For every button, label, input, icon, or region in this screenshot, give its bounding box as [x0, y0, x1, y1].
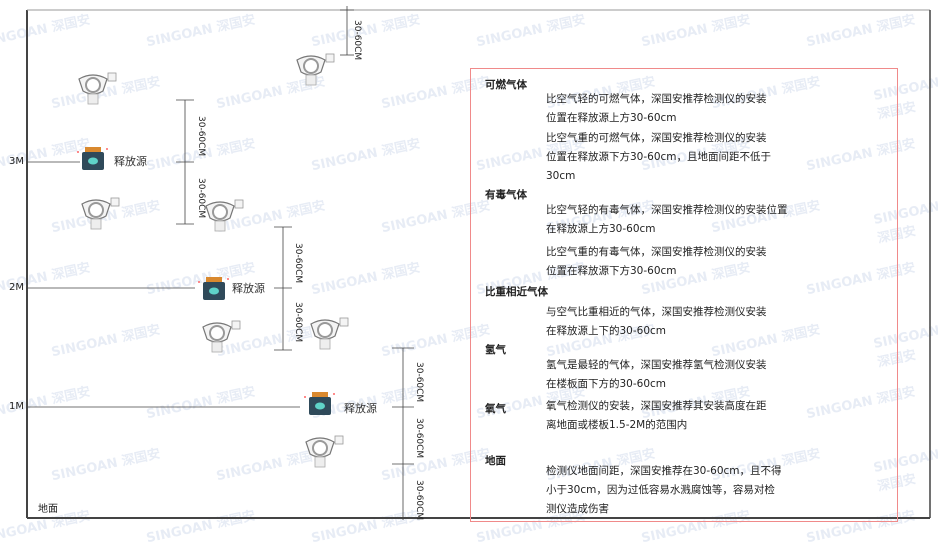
dimension-label: 30-60CM: [414, 418, 424, 459]
gas-detector-icon: [305, 435, 344, 468]
gas-detector-icon: [205, 199, 244, 232]
dimension-label: 30-60CM: [414, 362, 424, 403]
section-title: 比重相近气体: [485, 286, 548, 298]
section-title: 地面: [485, 455, 506, 467]
dimension-label: 30-60CM: [196, 178, 206, 219]
info-panel: 可燃气体 比空气轻的可燃气体，深国安推荐检测仪的安装 位置在释放源上方30-60…: [470, 68, 898, 522]
source-label: 释放源: [344, 402, 377, 415]
ground-label: 地面: [38, 504, 58, 515]
section-text: 氢气是最轻的气体，深国安推荐氢气检测仪安装 在楼板面下方的30-60cm: [546, 359, 767, 390]
gas-detector-icon: [310, 317, 349, 350]
level-label-3m: 3M: [9, 156, 24, 167]
source-label: 释放源: [114, 155, 147, 168]
section-title: 氧气: [485, 403, 506, 415]
dimension-lines: [176, 6, 414, 520]
gas-detector-icon: [202, 320, 241, 353]
source-label: 释放源: [232, 282, 265, 295]
dimension-label: 30-60CM: [414, 480, 424, 521]
section-title: 氢气: [485, 344, 506, 356]
dimension-label: 30-60CM: [293, 243, 303, 284]
release-source-icon: [304, 392, 335, 415]
level-label-2m: 2M: [9, 282, 24, 293]
section-text: 氧气检测仪的安装，深国安推荐其安装高度在距 离地面或楼板1.5-2M的范围内: [546, 400, 767, 431]
section-text: 检测仪地面间距，深国安推荐在30-60cm，且不得 小于30cm，因为过低容易水…: [546, 465, 782, 515]
release-source-icon: [198, 277, 229, 300]
section-text: 与空气比重相近的气体，深国安推荐检测仪安装 在释放源上下的30-60cm: [546, 306, 767, 337]
level-label-1m: 1M: [9, 401, 24, 412]
dimension-label: 30-60CM: [352, 20, 362, 61]
gas-detector-icon: [78, 72, 117, 105]
section-text: 比空气轻的有毒气体，深国安推荐检测仪的安装位置 在释放源上方30-60cm: [546, 204, 788, 235]
release-source-icon: [77, 147, 108, 170]
section-text: 比空气轻的可燃气体，深国安推荐检测仪的安装 位置在释放源上方30-60cm: [546, 93, 767, 124]
section-text: 比空气重的有毒气体，深国安推荐检测仪的安装 位置在释放源下方30-60cm: [546, 246, 767, 277]
gas-detector-icon: [296, 53, 335, 86]
gas-detector-icon: [81, 197, 120, 230]
section-title: 有毒气体: [485, 189, 527, 201]
dimension-label: 30-60CM: [293, 302, 303, 343]
section-title: 可燃气体: [485, 79, 527, 91]
dimension-label: 30-60CM: [196, 116, 206, 157]
section-text: 比空气重的可燃气体，深国安推荐检测仪的安装 位置在释放源下方30-60cm，且地…: [546, 132, 772, 182]
